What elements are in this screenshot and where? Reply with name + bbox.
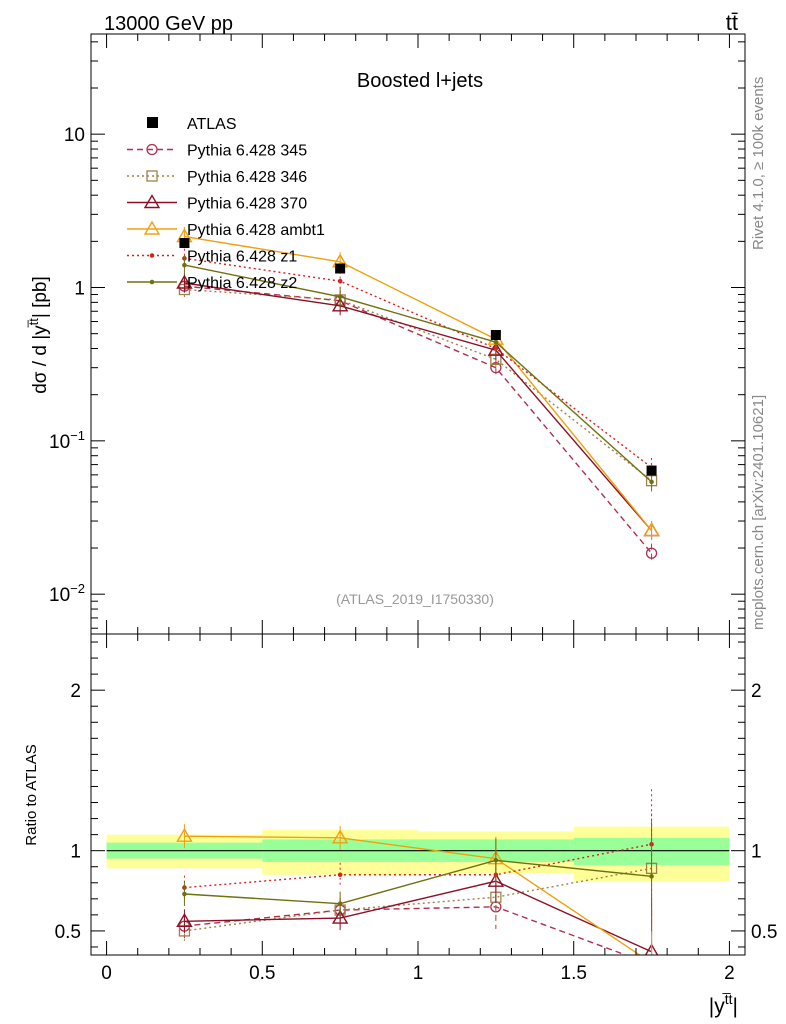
data-point: [643, 522, 660, 537]
ratio-frame: [90, 633, 746, 956]
ratio-line-0: [184, 906, 628, 955]
x-tick-label: 0.5: [249, 963, 275, 984]
svg-text:dσ / d |yt̅t| [pb]: dσ / d |yt̅t| [pb]: [26, 276, 51, 394]
x-axis-label: |yt̅t|: [709, 991, 738, 1018]
ratio-point: [331, 829, 349, 844]
x-tick-label: 1: [413, 963, 424, 984]
ratio-point: [337, 872, 343, 878]
series-1: [178, 279, 658, 491]
ratio-point: [493, 858, 499, 863]
ratio-y-tick-label-right: 2: [751, 681, 762, 702]
legend-marker: [149, 253, 155, 258]
ratio-y-tick-label: 2: [70, 681, 81, 702]
legend-item-2: Pythia 6.428 346: [127, 169, 307, 186]
ratio-y-tick-label-right: 0.5: [751, 922, 777, 943]
side-text-mcplots: mcplots.cern.ch [arXiv:2401.10621]: [750, 395, 767, 630]
data-point: [176, 274, 193, 289]
reference-point: [335, 263, 346, 274]
data-point: [331, 297, 349, 312]
legend-label: Pythia 6.428 z1: [187, 249, 297, 266]
legend-item-0: ATLAS: [147, 116, 237, 133]
side-text-rivet: Rivet 4.1.0, ≥ 100k events: [750, 77, 767, 250]
legend-marker: [143, 220, 161, 235]
x-tick-label: 0: [101, 963, 112, 984]
data-point: [645, 547, 658, 559]
reference-point: [646, 465, 657, 476]
svg-text:|yt̅t|: |yt̅t|: [709, 991, 738, 1018]
ratio-point: [487, 872, 505, 887]
ratio-line-4: [184, 843, 652, 889]
ratio-line-5: [184, 859, 652, 905]
ratio-point: [337, 901, 343, 906]
reference-series: [179, 238, 657, 476]
legend-label: ATLAS: [187, 116, 237, 133]
legend-marker: [143, 194, 161, 209]
data-point: [493, 339, 499, 345]
legend-label: Pythia 6.428 345: [187, 143, 307, 160]
ratio-y-tick-label: 0.5: [55, 922, 81, 943]
legend-label: Pythia 6.428 370: [187, 196, 307, 213]
legend-label: Pythia 6.428 z2: [187, 275, 297, 292]
y-tick-label: 1: [74, 279, 85, 300]
ratio-point: [182, 891, 187, 897]
legend-marker: [146, 143, 158, 156]
series-2: [176, 273, 660, 541]
x-tick-label: 2: [724, 963, 735, 984]
ratio-point: [647, 960, 657, 970]
y-axis-label: dσ / d |yt̅t| [pb]: [26, 276, 51, 394]
ratio-panel: 0.5 0.5 1 1 2 2 0 0.5 1 1.5 2: [55, 633, 777, 984]
analysis-watermark: (ATLAS_2019_I1750330): [336, 591, 494, 607]
reference-point: [490, 330, 501, 341]
data-point: [182, 262, 187, 268]
legend-marker: [149, 279, 155, 285]
legend-item-6: Pythia 6.428 z2: [127, 275, 297, 292]
header-energy-label: 13000 GeV pp: [104, 13, 233, 35]
y-tick-label: 10: [64, 125, 85, 146]
reference-point: [179, 238, 190, 249]
y-tick-label: 10−1: [49, 428, 85, 453]
y-tick-label: 10−2: [49, 581, 85, 606]
ratio-point: [176, 912, 193, 927]
ratio-point: [644, 943, 659, 955]
header-process-label: tt̄: [726, 10, 738, 35]
ratio-y-axis-label: Ratio to ATLAS: [23, 744, 40, 845]
series-line-2: [184, 282, 653, 532]
ratio-point: [176, 827, 193, 842]
legend: ATLAS Pythia 6.428 345 Pythia 6.428 346 Pyt…: [127, 116, 325, 292]
main-panel: Boosted l+jets (ATLAS_2019_I1750330) 10−…: [49, 33, 746, 635]
legend-marker: [146, 170, 158, 182]
legend-item-5: Pythia 6.428 z1: [127, 249, 297, 266]
series-line-0: [184, 285, 653, 554]
data-point: [649, 479, 654, 485]
legend-marker: [147, 117, 158, 128]
chart-title: Boosted l+jets: [357, 70, 483, 92]
legend-item-4: Pythia 6.428 ambt1: [127, 220, 325, 239]
ratio-point: [651, 954, 652, 955]
series-line-1: [184, 288, 653, 482]
ratio-point: [331, 909, 349, 924]
legend-label: Pythia 6.428 ambt1: [187, 222, 325, 239]
ratio-y-tick-label: 1: [70, 842, 81, 863]
x-tick-label: 1.5: [561, 963, 587, 984]
data-point: [337, 278, 343, 284]
ratio-line-2: [184, 880, 652, 953]
ratio-line-1: [184, 867, 652, 932]
series-3: [176, 226, 660, 541]
legend-item-3: Pythia 6.428 370: [127, 194, 307, 213]
ratio-y-tick-label-right: 1: [751, 842, 762, 863]
series-line-3: [184, 235, 653, 531]
series-line-4: [184, 257, 652, 469]
legend-label: Pythia 6.428 346: [187, 169, 307, 186]
data-point: [337, 294, 343, 300]
ratio-line-3: [184, 835, 641, 955]
series-line-5: [184, 264, 653, 483]
data-point: [490, 362, 502, 374]
ratio-series-group: [176, 789, 659, 970]
ratio-series-5: [182, 821, 654, 932]
ratio-point: [649, 874, 654, 879]
legend-item-1: Pythia 6.428 345: [127, 143, 307, 160]
